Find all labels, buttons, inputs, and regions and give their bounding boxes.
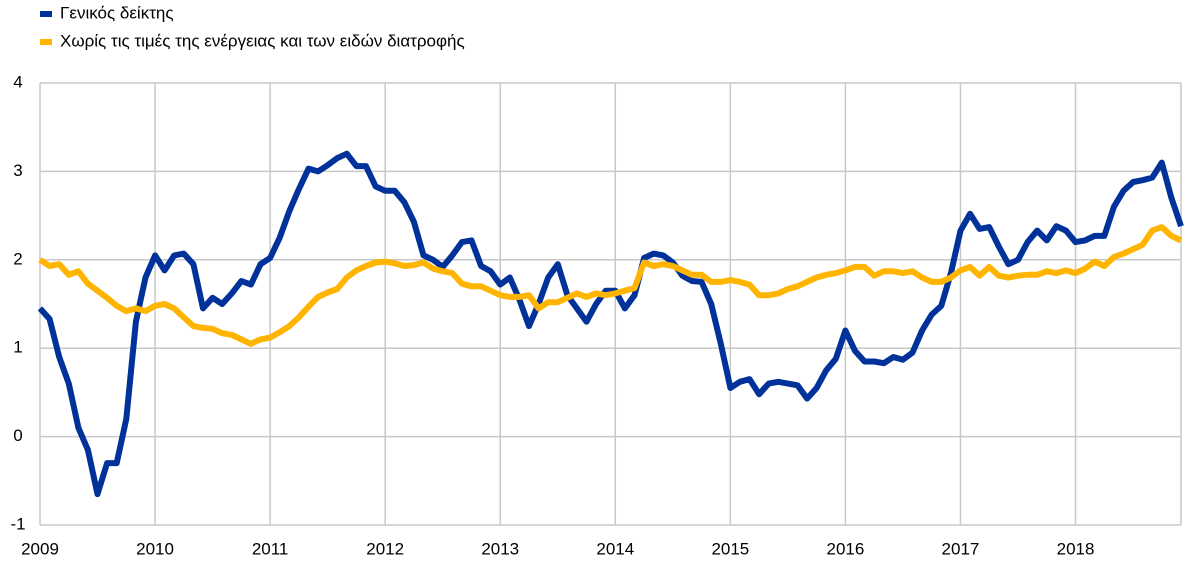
y-tick-label: 3 (13, 161, 22, 180)
y-tick-label: -1 (10, 514, 25, 533)
legend-label: Γενικός δείκτης (60, 3, 174, 22)
line-series (37, 150, 1184, 498)
x-tick-label: 2014 (596, 539, 634, 558)
legend-label: Χωρίς τις τιμές της ενέργειας και των ει… (60, 31, 465, 50)
x-tick-label: 2011 (252, 539, 289, 558)
x-tick-label: 2009 (21, 539, 59, 558)
y-tick-label: 2 (13, 249, 22, 268)
x-tick-label: 2017 (942, 539, 980, 558)
line-series (38, 224, 1183, 347)
y-tick-label: 0 (13, 426, 22, 445)
y-tick-label: 1 (13, 338, 22, 357)
legend-marker (40, 11, 52, 17)
x-tick-label: 2016 (826, 539, 864, 558)
legend-marker (40, 39, 52, 45)
x-tick-label: 2013 (481, 539, 519, 558)
x-tick-label: 2010 (136, 539, 174, 558)
x-tick-label: 2012 (366, 539, 404, 558)
x-tick-label: 2018 (1057, 539, 1095, 558)
x-tick-label: 2015 (711, 539, 749, 558)
y-tick-label: 4 (13, 72, 22, 91)
